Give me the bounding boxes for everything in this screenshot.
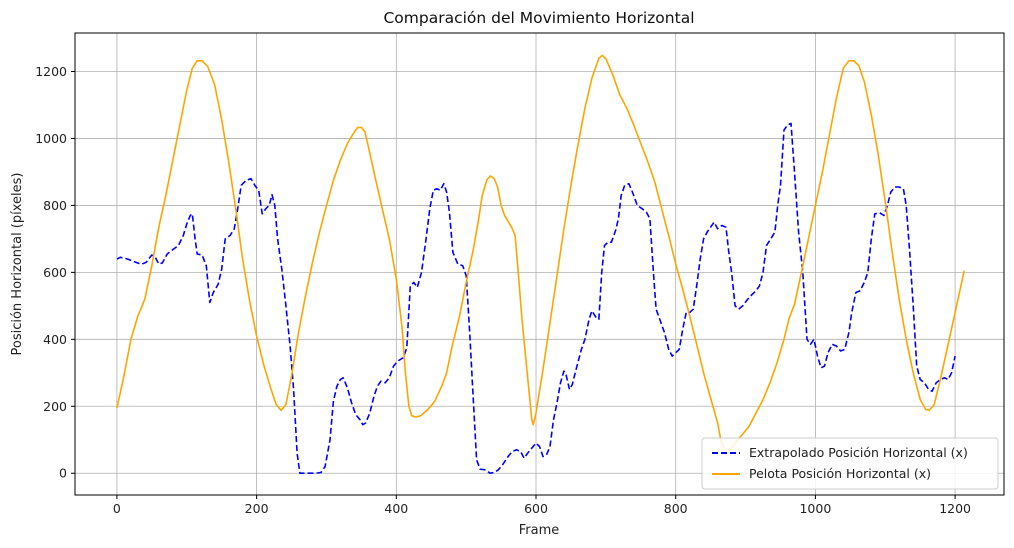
x-tick-label: 200 [245, 501, 269, 516]
x-tick-label: 0 [113, 501, 121, 516]
y-tick-label: 0 [59, 466, 67, 481]
y-tick-label: 600 [43, 265, 67, 280]
chart-title: Comparación del Movimiento Horizontal [383, 9, 694, 27]
y-axis-title: Posición Horizontal (píxeles) [10, 173, 25, 356]
y-tick-label: 1000 [35, 131, 67, 146]
x-tick-label: 800 [664, 501, 688, 516]
plot-frame [74, 32, 1005, 496]
series-group [116, 54, 965, 474]
y-tick-label: 1200 [35, 64, 67, 79]
x-tick-label: 400 [384, 501, 408, 516]
y-tick-label: 400 [43, 332, 67, 347]
legend-label-extrapolado: Extrapolado Posición Horizontal (x) [749, 445, 968, 460]
x-tick-label: 600 [524, 501, 548, 516]
x-axis: 0 200 400 600 800 1000 1200 [113, 495, 971, 516]
grid [75, 33, 1004, 495]
legend: Extrapolado Posición Horizontal (x) Pelo… [701, 437, 999, 490]
y-tick-label: 200 [43, 399, 67, 414]
y-tick-label: 800 [43, 198, 67, 213]
x-tick-label: 1200 [939, 501, 971, 516]
legend-label-pelota: Pelota Posición Horizontal (x) [749, 466, 931, 481]
y-axis: 0 200 400 600 800 1000 1200 [35, 64, 75, 481]
legend-box [701, 437, 999, 490]
x-axis-title: Frame [519, 523, 560, 538]
x-tick-label: 1000 [799, 501, 831, 516]
series-line-extrapolado [116, 122, 956, 474]
series-line-pelota [116, 54, 965, 451]
